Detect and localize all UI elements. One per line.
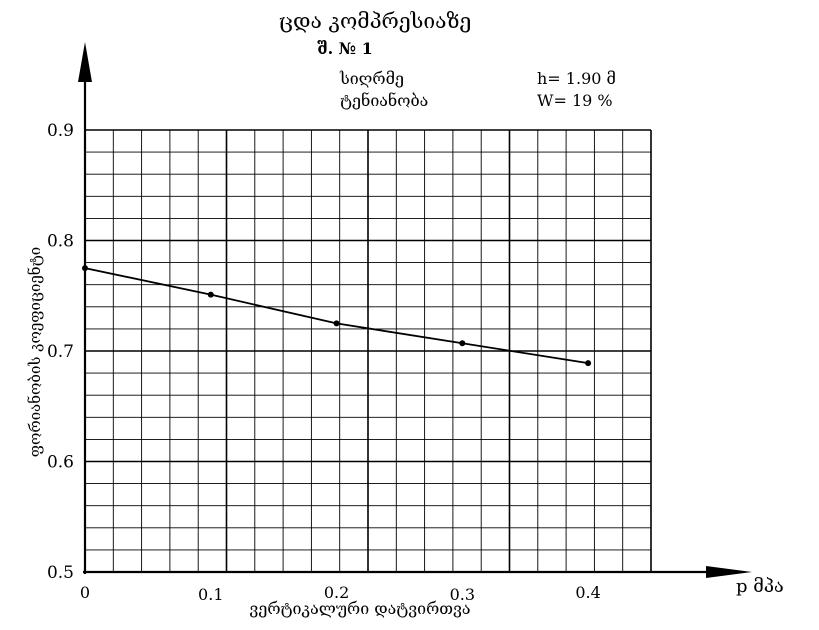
moisture-label: ტენიანობა bbox=[340, 91, 428, 110]
data-point bbox=[585, 360, 592, 367]
x-tick-label: 0.4 bbox=[575, 583, 600, 602]
axes bbox=[78, 42, 752, 578]
x-tick-label: 0.3 bbox=[450, 585, 475, 604]
data-point bbox=[82, 265, 88, 272]
y-axis-label: ფორიანობის კოეფიციენტი bbox=[26, 247, 44, 457]
depth-value: h= 1.90 მ bbox=[537, 69, 616, 88]
chart-title: ცდა კომპრესიაზე bbox=[279, 9, 471, 33]
y-tick-label: 0.8 bbox=[47, 232, 74, 252]
x-tick-label: 0 bbox=[80, 583, 90, 602]
data-series bbox=[82, 265, 592, 367]
y-tick-label: 0.5 bbox=[47, 563, 74, 583]
y-axis-arrow-icon bbox=[78, 42, 92, 82]
grid bbox=[84, 129, 652, 573]
data-point bbox=[207, 291, 214, 298]
y-tick-label: 0.9 bbox=[47, 121, 74, 141]
chart-subtitle: შ. № 1 bbox=[317, 39, 373, 58]
x-axis-label: ვერტიკალური დატვირთვა bbox=[249, 599, 470, 618]
moisture-value: W= 19 % bbox=[537, 91, 613, 110]
x-tick-label: 0.2 bbox=[324, 583, 349, 602]
x-axis-arrow-icon bbox=[706, 566, 752, 578]
series-line bbox=[84, 267, 589, 365]
y-tick-label: 0.6 bbox=[47, 453, 74, 473]
data-point bbox=[333, 320, 340, 327]
x-axis-unit: p მპა bbox=[736, 576, 784, 597]
y-tick-label: 0.7 bbox=[47, 342, 74, 362]
tick-labels: 0 0.1 0.2 0.3 0.4 0.5 0.6 0.7 0.8 0.9 bbox=[47, 121, 601, 604]
depth-label: სიღრმე bbox=[339, 69, 404, 88]
x-tick-label: 0.1 bbox=[198, 585, 223, 604]
data-point bbox=[459, 340, 466, 347]
